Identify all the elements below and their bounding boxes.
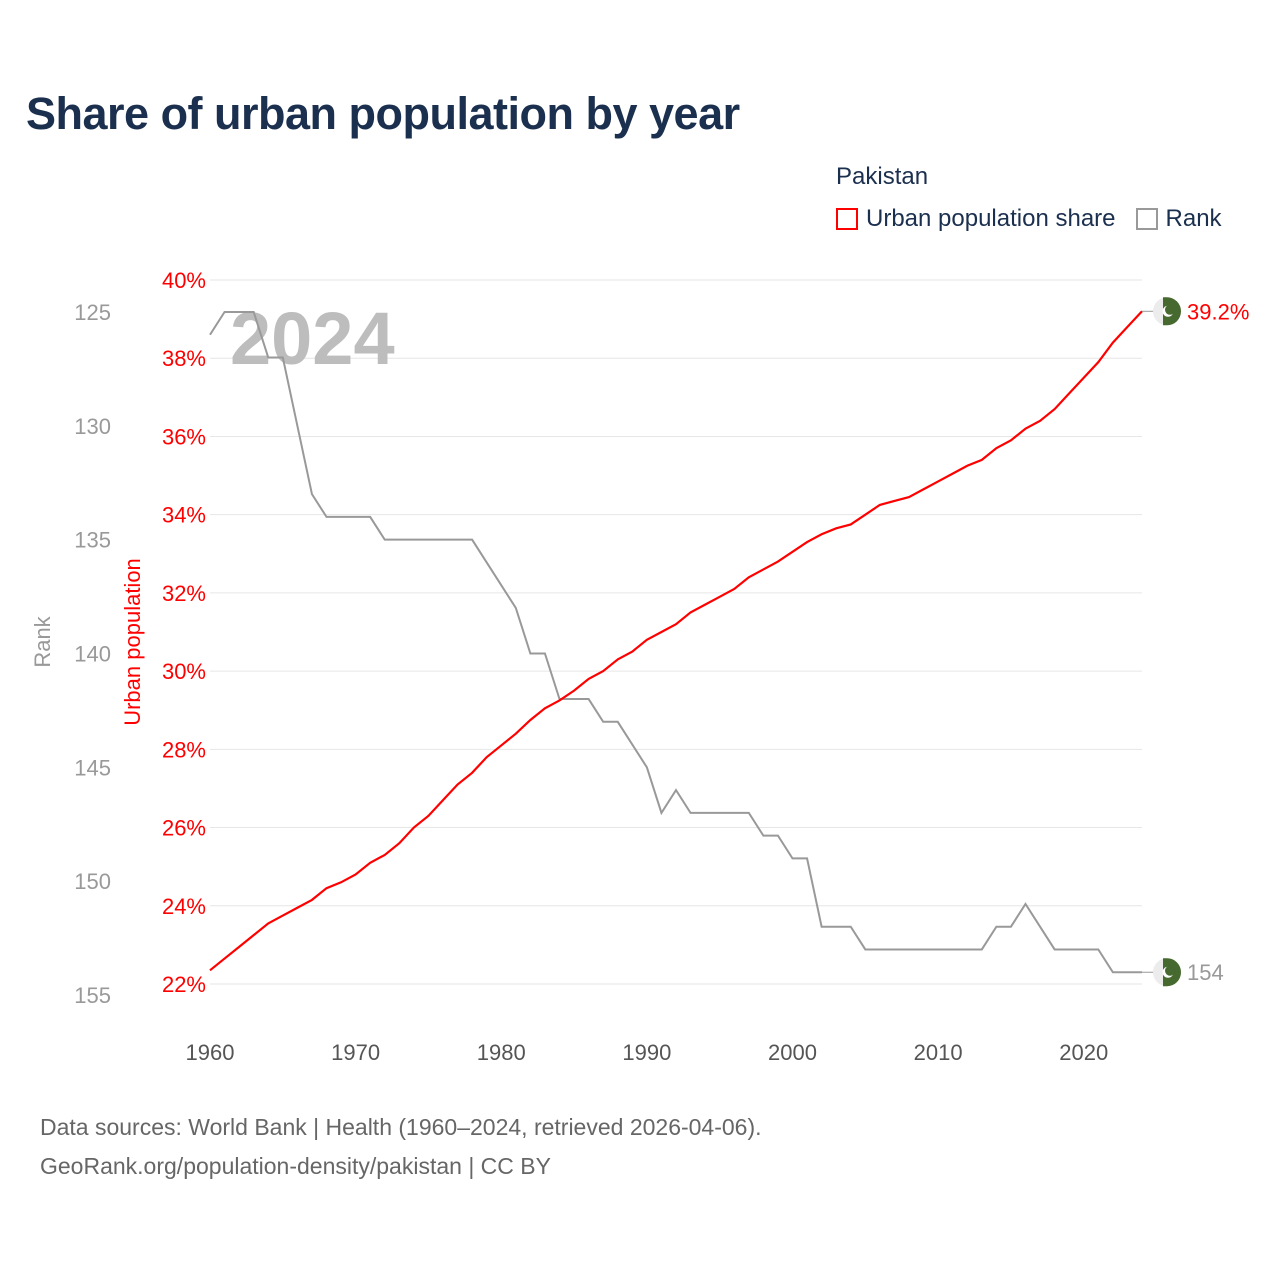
rank-end-label: 154 <box>1187 960 1224 985</box>
rank-end-crescent-cut <box>1165 965 1175 976</box>
y-tick-label-urban: 26% <box>162 816 206 841</box>
x-tick-label: 1990 <box>622 1040 671 1065</box>
chart-title: Share of urban population by year <box>26 88 740 139</box>
source-note: Data sources: World Bank | Health (1960–… <box>40 1108 762 1186</box>
y-axis-title-rank: Rank <box>30 615 55 667</box>
x-tick-label: 1960 <box>186 1040 235 1065</box>
urban-share-line <box>209 310 1143 972</box>
y-tick-label-rank: 145 <box>74 755 111 780</box>
y-tick-label-urban: 38% <box>162 346 206 371</box>
source-line-2[interactable]: GeoRank.org/population-density/pakistan … <box>40 1153 551 1179</box>
legend-title: Pakistan <box>836 163 929 190</box>
year-watermark: 2024 <box>230 297 395 380</box>
y-tick-label-urban: 22% <box>162 972 206 997</box>
x-tick-label: 1980 <box>477 1040 526 1065</box>
y-tick-label-urban: 34% <box>162 503 206 528</box>
x-tick-label: 2000 <box>768 1040 817 1065</box>
y-tick-label-rank: 140 <box>74 642 111 667</box>
y-tick-label-urban: 24% <box>162 894 206 919</box>
legend-label-rank: Rank <box>1165 205 1222 232</box>
y-axis-title-urban: Urban population <box>120 558 145 726</box>
x-tick-label: 2020 <box>1059 1040 1108 1065</box>
legend-item-urban[interactable]: Urban population share <box>836 205 1116 233</box>
urban-end-label: 39.2% <box>1187 299 1249 324</box>
x-tick-label: 1970 <box>331 1040 380 1065</box>
y-tick-label-urban: 32% <box>162 581 206 606</box>
source-line-1: Data sources: World Bank | Health (1960–… <box>40 1114 762 1140</box>
legend-swatch-rank <box>1135 208 1158 230</box>
x-tick-label: 2010 <box>914 1040 963 1065</box>
urban-end-crescent-cut <box>1165 304 1175 315</box>
y-tick-label-rank: 155 <box>74 983 111 1008</box>
y-tick-label-urban: 36% <box>162 424 206 449</box>
y-tick-label-urban: 28% <box>162 737 206 762</box>
y-tick-label-rank: 135 <box>74 528 111 553</box>
legend-label-urban: Urban population share <box>866 205 1116 232</box>
y-tick-label-rank: 125 <box>74 300 111 325</box>
legend-item-rank[interactable]: Rank <box>1135 205 1222 233</box>
y-tick-label-rank: 150 <box>74 869 111 894</box>
y-tick-label-urban: 30% <box>162 659 206 684</box>
legend-swatch-urban <box>836 208 858 230</box>
y-tick-label-rank: 130 <box>74 414 111 439</box>
rank-line <box>209 311 1142 974</box>
y-tick-label-urban: 40% <box>162 268 206 293</box>
legend: Urban population share Rank <box>836 205 1242 233</box>
